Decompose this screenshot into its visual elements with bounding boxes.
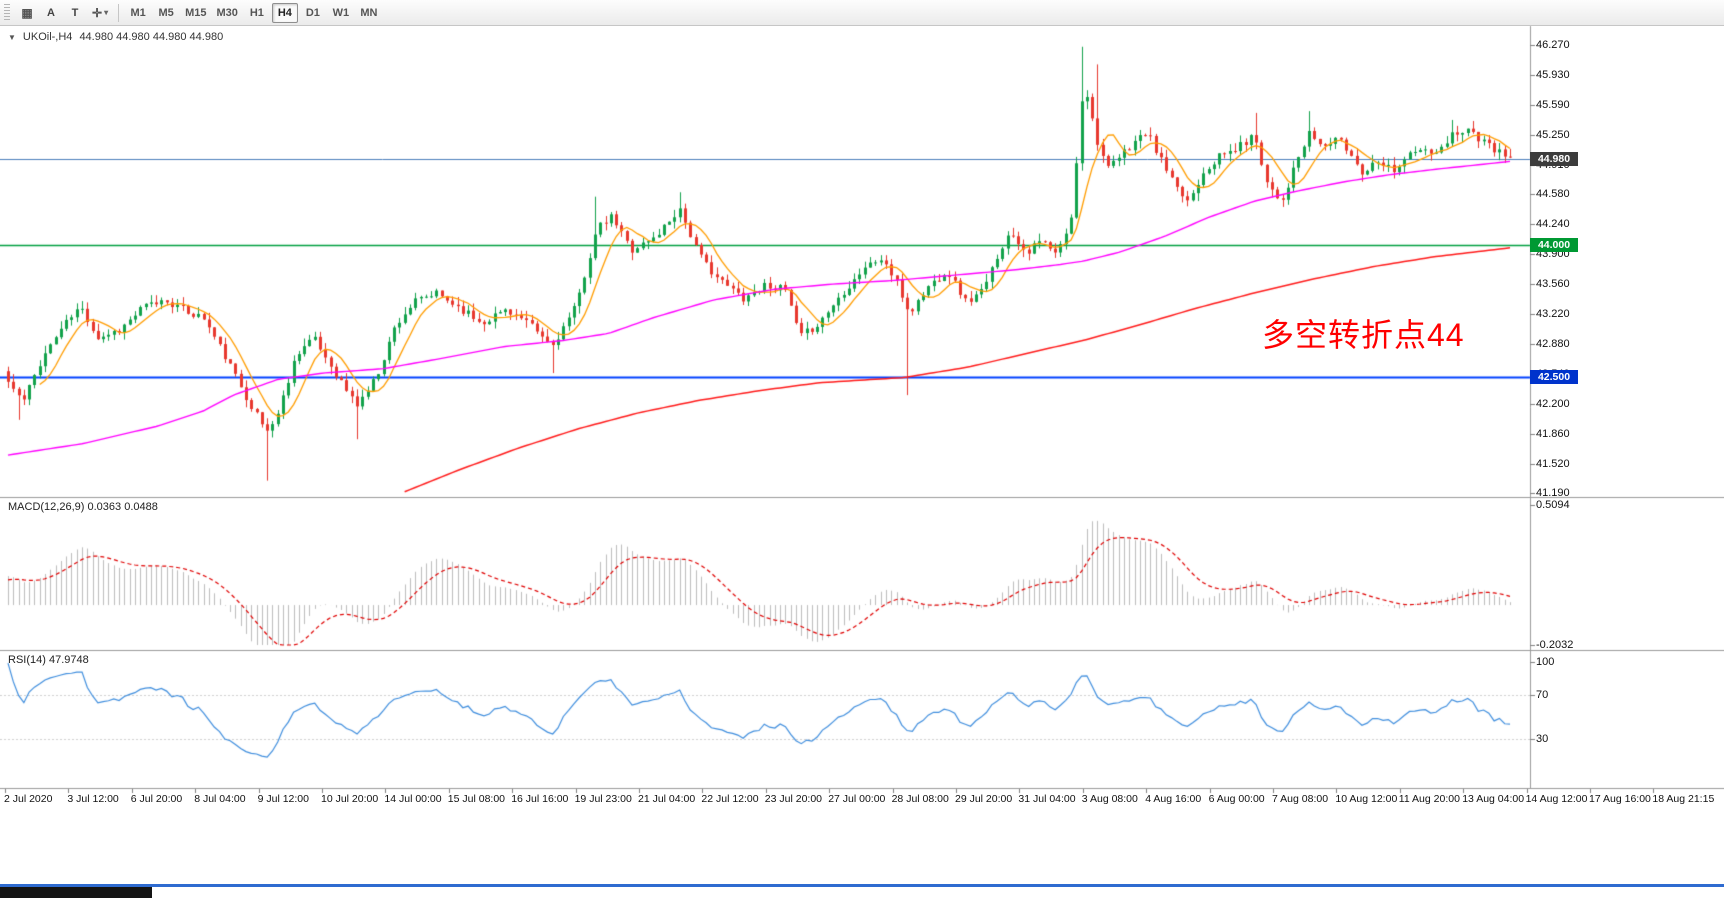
time-tick-label: 3 Jul 12:00 <box>67 793 119 805</box>
price-tick-label: 44.580 <box>1536 188 1570 201</box>
time-tick-label: 10 Jul 20:00 <box>321 793 379 805</box>
price-tick-label: 42.880 <box>1536 337 1570 350</box>
timeframe-button-mn[interactable]: MN <box>356 3 382 23</box>
time-tick-label: 23 Jul 20:00 <box>764 793 823 805</box>
time-tick-label: 29 Jul 20:00 <box>955 793 1013 805</box>
current-price-badge: 44.980 <box>1530 151 1578 166</box>
price-tick-label: 46.270 <box>1536 39 1570 51</box>
ohlc-values: 44.980 44.980 44.980 44.980 <box>79 31 224 43</box>
macd-label: MACD(12,26,9) 0.0363 0.0488 <box>8 501 158 513</box>
time-tick-label: 4 Aug 16:00 <box>1145 793 1202 805</box>
time-tick-label: 6 Jul 20:00 <box>130 793 183 805</box>
time-tick-label: 18 Aug 21:15 <box>1652 793 1715 805</box>
timeframe-button-d1[interactable]: D1 <box>300 3 326 23</box>
time-tick-label: 27 Jul 00:00 <box>828 793 886 805</box>
time-tick-label: 28 Jul 08:00 <box>891 793 949 805</box>
price-tick-label: 43.560 <box>1536 277 1570 290</box>
timeframe-button-h1[interactable]: H1 <box>244 3 270 23</box>
timeframe-button-m1[interactable]: M1 <box>125 3 151 23</box>
chart-annotation: 多空转折点44 <box>1262 317 1465 353</box>
toolbar: ▦ A T ✛ ▾ M1 M5 M15 M30 H1 H4 D1 W1 MN <box>0 0 1724 26</box>
toolbar-drag-handle[interactable] <box>4 3 10 22</box>
grid-icon: ▦ <box>21 5 33 20</box>
timeframe-button-w1[interactable]: W1 <box>328 3 354 23</box>
green-level-badge: 44.000 <box>1530 238 1578 253</box>
rsi-value: 47.9748 <box>48 654 89 666</box>
rsi-axis-label: 30 <box>1536 733 1549 745</box>
macd-axis: 0.5094 -0.2032 <box>1530 0 1724 788</box>
bottom-scrollbar-thumb[interactable] <box>0 887 152 898</box>
rsi-name: RSI(14) <box>8 654 46 666</box>
timeframe-button-h4[interactable]: H4 <box>271 2 298 23</box>
time-tick-label: 9 Jul 12:00 <box>257 793 309 805</box>
timeframe-group: M1 M5 M15 M30 H1 H4 D1 W1 MN <box>125 2 382 23</box>
macd-axis-label: -0.2032 <box>1536 639 1574 651</box>
price-tick-label: 44.240 <box>1536 218 1570 231</box>
price-tick-label: 41.860 <box>1536 427 1570 440</box>
rsi-axis-label: 100 <box>1536 656 1555 668</box>
time-tick-label: 6 Aug 00:00 <box>1208 793 1265 805</box>
rsi-axis: 100 70 30 <box>1530 0 1724 788</box>
timeframe-button-m5[interactable]: M5 <box>153 3 179 23</box>
macd-name: MACD(12,26,9) <box>8 501 85 513</box>
macd-value-main: 0.0363 <box>87 501 122 513</box>
price-tick-label: 42.200 <box>1536 397 1570 410</box>
toolbar-separator <box>118 3 120 22</box>
rsi-label: RSI(14) 47.9748 <box>8 654 89 666</box>
symbol-label: UKOil-,H4 <box>22 31 73 43</box>
time-tick-label: 17 Aug 16:00 <box>1589 793 1651 805</box>
rsi-axis-label: 70 <box>1536 689 1549 701</box>
chart-symbol-header: ▼ UKOil-,H4 44.980 44.980 44.980 44.980 <box>8 31 223 43</box>
price-tick-label: 41.520 <box>1536 457 1570 470</box>
time-tick-label: 11 Aug 20:00 <box>1398 793 1460 805</box>
time-tick-label: 7 Aug 08:00 <box>1272 793 1329 805</box>
blue-level-badge: 42.500 <box>1530 370 1578 385</box>
time-tick-label: 21 Jul 04:00 <box>638 793 696 805</box>
time-tick-label: 8 Jul 04:00 <box>194 793 246 805</box>
time-tick-label: 14 Jul 00:00 <box>384 793 442 805</box>
time-tick-label: 14 Aug 12:00 <box>1525 793 1588 805</box>
time-tick-label: 31 Jul 04:00 <box>1018 793 1076 805</box>
macd-axis-label: 0.5094 <box>1536 499 1570 511</box>
price-tick-label: 45.930 <box>1536 68 1570 81</box>
time-tick-label: 22 Jul 12:00 <box>701 793 759 805</box>
price-tick-label: 45.590 <box>1536 98 1570 111</box>
bottom-accent-line <box>0 884 1724 887</box>
time-axis[interactable]: 2 Jul 2020 3 Jul 12:00 6 Jul 20:00 8 Jul 04… <box>0 788 1724 812</box>
crosshair-icon: ✛ <box>92 5 103 20</box>
font-tool-button[interactable]: A <box>40 3 62 23</box>
price-tick-label: 45.250 <box>1536 128 1570 141</box>
time-tick-label: 19 Jul 23:00 <box>574 793 632 805</box>
timeframe-button-m15[interactable]: M15 <box>181 3 210 23</box>
timeframe-button-m30[interactable]: M30 <box>212 3 241 23</box>
price-tick-label: 41.190 <box>1536 487 1570 499</box>
tile-windows-button[interactable]: ▦ <box>16 3 38 23</box>
price-tick-label: 43.220 <box>1536 307 1570 320</box>
text-tool-button[interactable]: T <box>64 3 86 23</box>
time-tick-label: 16 Jul 16:00 <box>511 793 569 805</box>
time-tick-label: 13 Aug 04:00 <box>1462 793 1525 805</box>
time-tick-label: 10 Aug 12:00 <box>1335 793 1398 805</box>
macd-value-signal: 0.0488 <box>124 501 158 513</box>
time-tick-label: 15 Jul 08:00 <box>447 793 506 805</box>
crosshair-tool-button[interactable]: ✛ ▾ <box>88 3 112 23</box>
chevron-down-icon: ▾ <box>104 8 109 17</box>
time-tick-label: 3 Aug 08:00 <box>1081 793 1138 805</box>
time-tick-label: 2 Jul 2020 <box>4 793 53 805</box>
collapse-triangle-icon[interactable]: ▼ <box>8 32 16 42</box>
